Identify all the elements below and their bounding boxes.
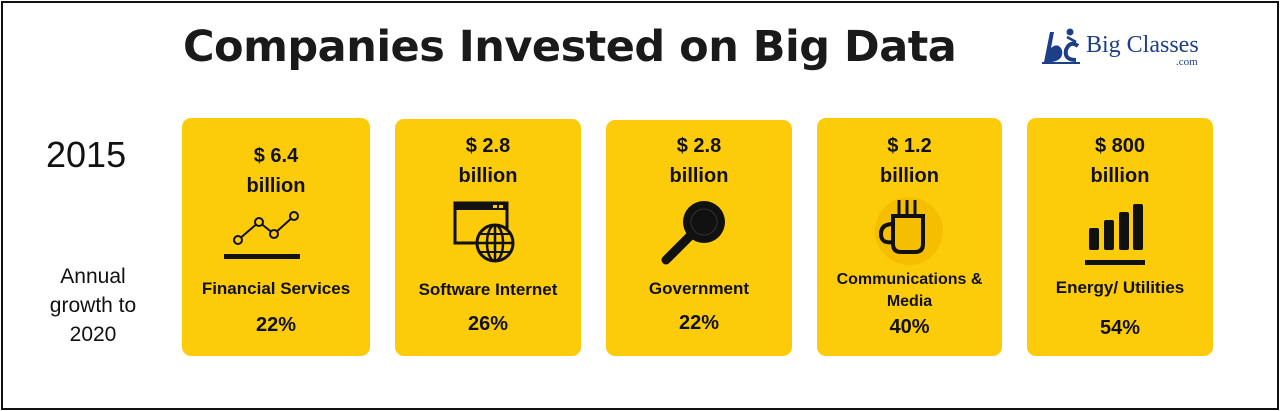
card-sector: Energy/ Utilities <box>1055 278 1185 297</box>
card-amount: $ 2.8 <box>676 135 722 157</box>
year-label: 2015 <box>46 134 127 175</box>
logo-domain: .com <box>1176 56 1198 68</box>
card-amount-unit: billion <box>246 175 306 197</box>
card-sector: Financial Services <box>201 279 351 298</box>
card-government: $ 2.8 billion Government 22% <box>606 120 792 356</box>
bar-chart-icon <box>1085 204 1145 265</box>
card-sector: Software Internet <box>418 280 558 299</box>
page-title: Companies Invested on Big Data <box>183 22 957 72</box>
card-amount-unit: billion <box>1090 165 1150 187</box>
card-financial-services: $ 6.4 billion Financial Services 22% <box>182 118 370 356</box>
card-growth: 22% <box>255 314 297 336</box>
card-growth: 22% <box>678 312 720 334</box>
card-growth: 26% <box>467 313 509 335</box>
card-software-internet: $ 2.8 billion Software Internet 26% <box>395 119 581 356</box>
card-amount-unit: billion <box>669 165 729 187</box>
card-sector: Government <box>648 279 750 298</box>
line-chart-icon <box>224 211 300 259</box>
logo-wordmark: Big Classes <box>1086 32 1199 58</box>
card-communications-media: $ 1.2 billion Communications & Media 40% <box>817 118 1002 356</box>
growth-label-line: 2020 <box>69 323 117 346</box>
card-sector-line: Media <box>886 293 933 310</box>
card-growth: 40% <box>889 316 930 338</box>
bc-logo-icon <box>1042 28 1080 64</box>
card-sector-line: Communications & <box>836 271 983 288</box>
magnifier-icon <box>661 201 725 265</box>
card-amount: $ 6.4 <box>253 145 299 167</box>
growth-label-line: growth to <box>49 294 137 317</box>
coffee-cup-icon <box>875 197 943 265</box>
card-sector: Communications & Media <box>821 269 998 313</box>
card-growth: 54% <box>1099 317 1141 339</box>
annual-growth-label: Annual growth to 2020 <box>30 262 156 349</box>
web-globe-icon <box>453 201 515 263</box>
brand-logo[interactable]: Big Classes .com <box>1040 26 1210 72</box>
card-amount: $ 2.8 <box>465 135 511 157</box>
card-amount-unit: billion <box>880 165 939 187</box>
card-energy-utilities: $ 800 billion Energy/ Utilities 54% <box>1027 118 1213 356</box>
growth-label-line: Annual <box>60 265 126 288</box>
card-amount: $ 1.2 <box>887 135 932 157</box>
card-amount: $ 800 <box>1094 135 1146 157</box>
card-amount-unit: billion <box>458 165 518 187</box>
